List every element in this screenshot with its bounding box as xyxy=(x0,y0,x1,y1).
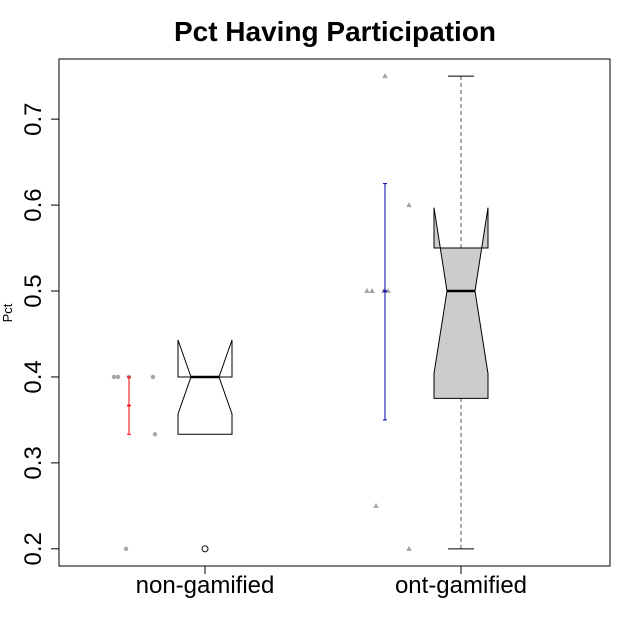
y-tick-label: 0.3 xyxy=(20,446,47,479)
data-point xyxy=(115,374,121,380)
notched-box xyxy=(177,339,233,435)
data-point xyxy=(150,374,156,380)
x-tick-label: non-gamified xyxy=(136,572,275,599)
outlier-point xyxy=(201,545,209,553)
x-tick-label: ont-gamified xyxy=(395,572,527,599)
chart-title: Pct Having Participation xyxy=(174,16,496,47)
data-point xyxy=(152,432,158,437)
data-point xyxy=(111,374,117,380)
plot-marks xyxy=(111,73,489,553)
box-group-1 xyxy=(364,73,489,551)
y-tick-label: 0.5 xyxy=(20,274,47,307)
notched-box xyxy=(433,207,489,399)
y-tick-label: 0.6 xyxy=(20,188,47,221)
x-axis: non-gamified ont-gamified xyxy=(136,565,527,599)
y-axis: 0.2 0.3 0.4 0.5 0.6 0.7 xyxy=(20,102,60,566)
data-point xyxy=(369,288,375,294)
data-point xyxy=(373,502,379,508)
data-point xyxy=(382,73,388,79)
y-tick-label: 0.7 xyxy=(20,102,47,135)
data-point xyxy=(123,546,129,552)
y-axis-label: Pct xyxy=(0,303,15,322)
y-tick-label: 0.4 xyxy=(20,360,47,393)
y-tick-label: 0.2 xyxy=(20,532,47,565)
data-point xyxy=(406,202,412,208)
plot-frame xyxy=(58,58,611,567)
box-group-0 xyxy=(111,339,233,553)
data-point xyxy=(364,288,370,294)
data-point xyxy=(406,545,412,551)
